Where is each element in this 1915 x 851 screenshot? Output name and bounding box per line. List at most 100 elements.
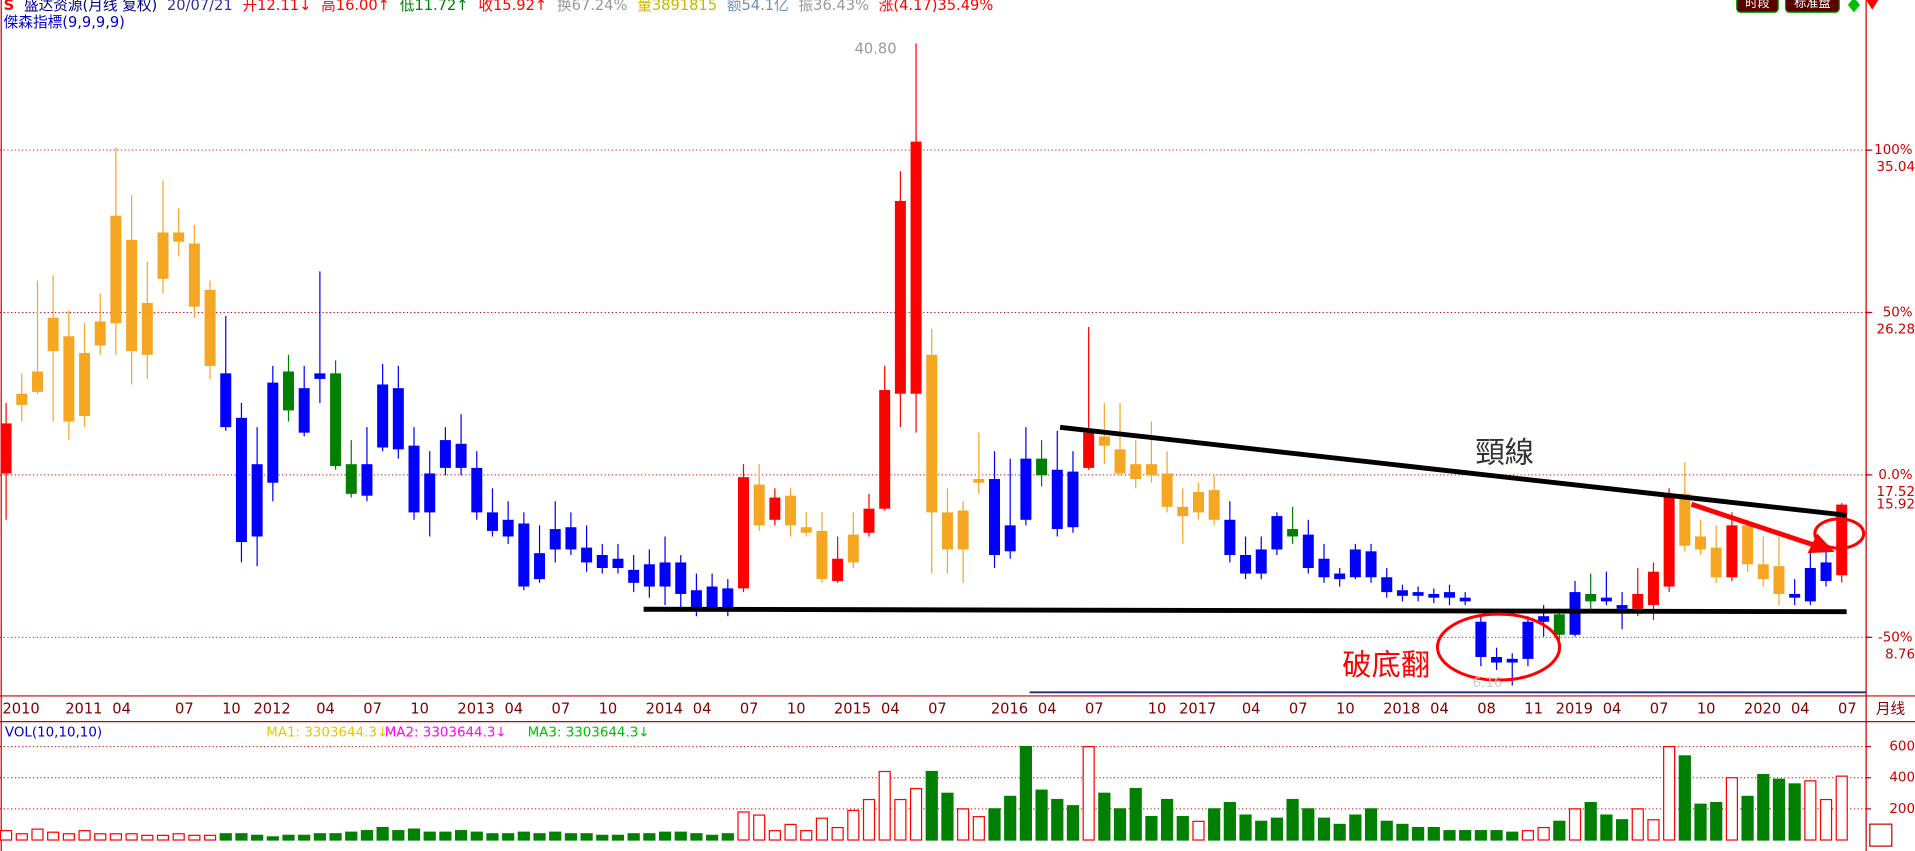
candle-body <box>941 512 953 550</box>
button-label[interactable]: 标准盘 <box>1794 0 1831 10</box>
volume-bar <box>1208 808 1221 841</box>
volume-bar <box>470 831 483 841</box>
volume-bar <box>1380 820 1393 841</box>
grid-layer <box>0 149 1873 810</box>
x-tick-label: 04 <box>1430 700 1449 717</box>
volume-bar <box>392 830 405 841</box>
candle-body <box>1114 449 1126 474</box>
volume-bar <box>549 831 562 841</box>
icon[interactable] <box>1847 0 1861 13</box>
volume-bar <box>502 833 515 841</box>
volume-bar <box>815 817 829 841</box>
volume-bar <box>847 809 860 841</box>
candle-body <box>1365 551 1377 578</box>
candle-body <box>643 564 655 587</box>
volume-bar <box>1270 817 1284 841</box>
x-tick-label: 10 <box>222 700 241 717</box>
volume-bar <box>706 834 719 841</box>
volume-bar <box>109 833 123 841</box>
volume-bar <box>188 834 201 841</box>
candle-body <box>1459 597 1471 602</box>
x-tick-label: 10 <box>410 700 429 717</box>
candle-body <box>1287 529 1299 537</box>
x-tick-label: 10 <box>787 700 806 717</box>
volume-bar <box>1427 826 1440 841</box>
volume-bar <box>1082 745 1095 841</box>
candle-body <box>1051 469 1063 530</box>
volume-tick-label: 200 <box>1889 802 1915 817</box>
candle-body <box>204 289 216 366</box>
volume-bar <box>596 834 609 841</box>
volume-bar <box>784 823 797 841</box>
volume-tick-label: 600 <box>1889 740 1915 755</box>
button-label[interactable]: 时段 <box>1745 0 1769 10</box>
volume-bar <box>15 833 28 841</box>
x-tick-label: 2020 <box>1744 700 1781 717</box>
volume-bar <box>768 830 781 841</box>
candle-body <box>267 382 279 483</box>
candle-body <box>910 141 922 394</box>
candle-body <box>361 464 373 496</box>
x-tick-label: 04 <box>112 700 131 717</box>
volume-bar <box>141 834 154 841</box>
button[interactable] <box>1784 0 1840 13</box>
volume-bar <box>251 834 264 841</box>
volume-bar <box>753 814 766 841</box>
volume-bar <box>266 836 279 841</box>
candle-body <box>926 354 938 513</box>
candle-body <box>283 371 295 411</box>
candle-body <box>1695 536 1707 550</box>
candle-body <box>1804 567 1816 602</box>
volume-bar <box>1364 808 1378 841</box>
volume-bar <box>1317 817 1331 841</box>
candle-body <box>690 590 702 609</box>
volume-bar <box>78 830 91 841</box>
x-tick-label: 08 <box>1477 700 1496 717</box>
last-price-label: 15.92 <box>1877 498 1915 513</box>
candle-body <box>1020 458 1032 520</box>
volume-bar <box>1647 819 1660 841</box>
button[interactable] <box>1736 0 1779 13</box>
volume-bar <box>1788 783 1801 841</box>
candle-body <box>549 529 561 550</box>
candle-body <box>1412 592 1424 596</box>
y-tick-label: 17.52 <box>1877 485 1915 500</box>
volume-bar <box>909 788 923 841</box>
volume-bar <box>94 833 107 841</box>
x-tick-label: 04 <box>693 700 712 717</box>
candle-body <box>973 479 985 483</box>
volume-bar <box>988 808 1001 841</box>
candle-body <box>314 373 326 379</box>
volume-bar <box>31 828 44 841</box>
y-tick-label: 26.28 <box>1877 323 1915 338</box>
candle-body <box>330 373 342 467</box>
candle-body <box>439 440 451 468</box>
volume-bar <box>627 833 640 841</box>
x-tick-label: 2015 <box>834 700 871 717</box>
volume-bar <box>282 834 295 841</box>
volume-title: VOL(10,10,10) <box>5 726 102 741</box>
candle-body <box>1396 590 1408 596</box>
y-tick-label: 8.76 <box>1885 647 1915 662</box>
candle-body <box>769 497 781 520</box>
candle-body <box>1820 562 1832 581</box>
max-label: 40.80 <box>855 40 897 57</box>
volume-bar <box>423 831 436 841</box>
candle-body <box>251 464 263 537</box>
candle-body <box>455 443 467 468</box>
volume-bar <box>172 833 185 841</box>
candle-body <box>1192 491 1204 513</box>
candle-body <box>235 417 247 543</box>
candle-body <box>1726 525 1738 578</box>
volume-bar <box>1490 830 1503 841</box>
candle-body <box>220 373 232 428</box>
volume-bar <box>219 833 232 841</box>
header-item: 20/07/21 <box>167 0 233 14</box>
candle-body <box>1098 436 1110 446</box>
icon[interactable] <box>1866 0 1879 10</box>
candle-body <box>1036 458 1048 476</box>
volume-bar <box>1804 780 1817 841</box>
candle-body <box>894 200 906 394</box>
candle-body <box>1318 558 1330 578</box>
